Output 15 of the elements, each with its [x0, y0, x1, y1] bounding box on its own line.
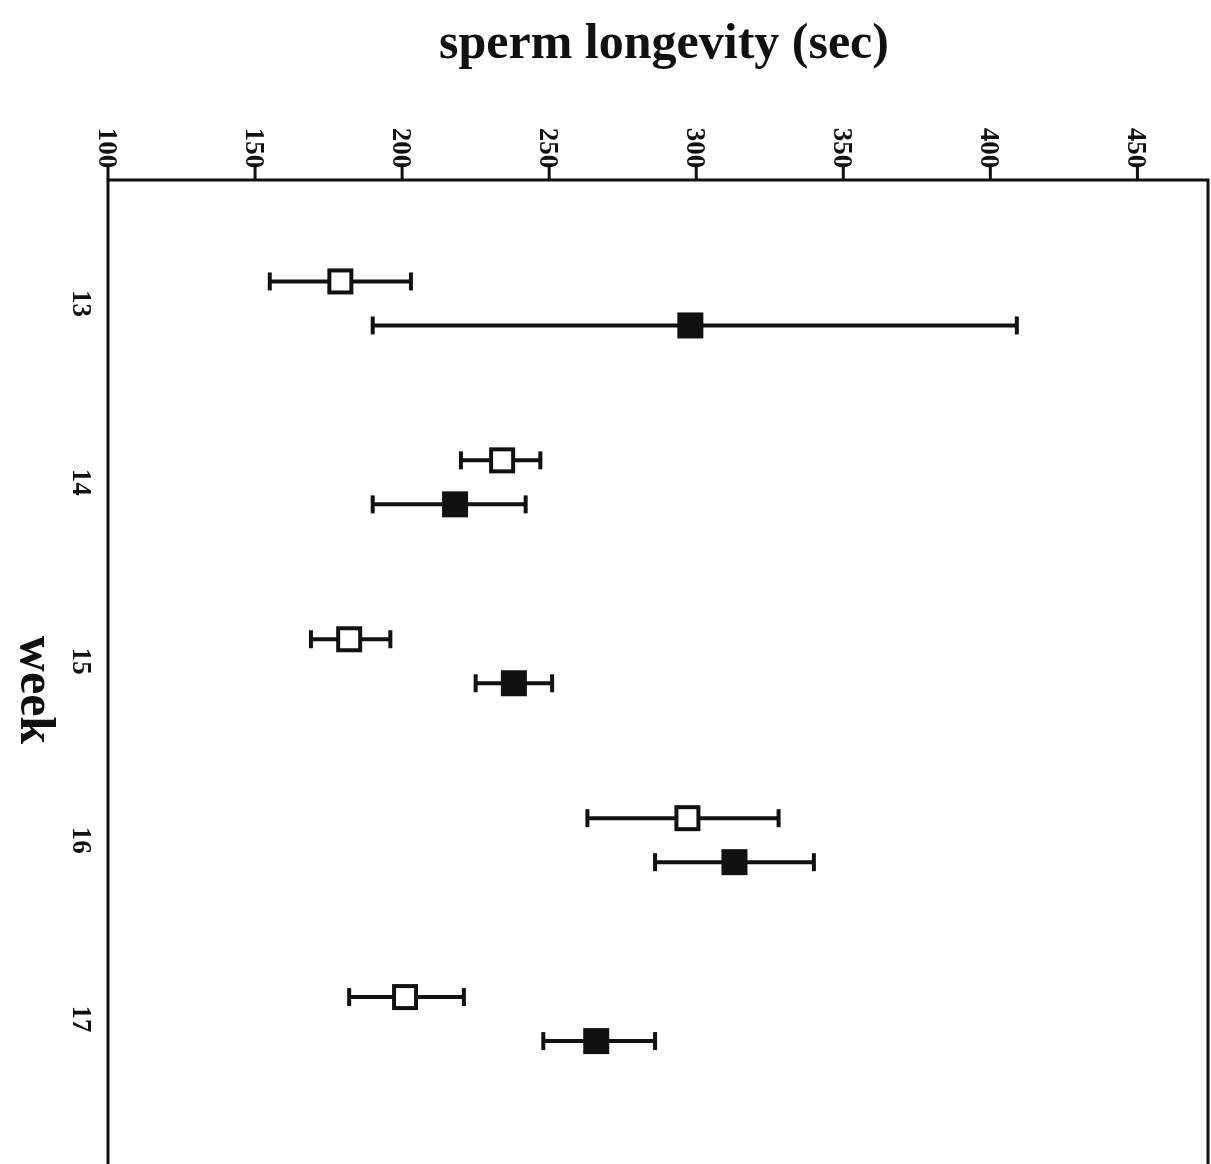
- y-tick-label: 16: [67, 826, 97, 854]
- y-tick-label: 14: [67, 468, 97, 496]
- y-tick-label: 15: [67, 647, 97, 675]
- x-tick-label: 150: [240, 127, 271, 169]
- y-tick-label: 17: [67, 1005, 97, 1033]
- x-tick-label: 250: [534, 127, 565, 169]
- y-axis-title: week: [10, 635, 66, 745]
- x-tick-label: 200: [387, 127, 418, 169]
- x-axis-title: sperm longevity (sec): [439, 13, 889, 69]
- x-tick-label: 450: [1122, 127, 1153, 169]
- y-tick-label: 13: [67, 289, 97, 317]
- x-tick-label: 100: [93, 127, 123, 169]
- x-tick-label: 300: [681, 127, 712, 169]
- x-tick-label: 400: [975, 127, 1006, 169]
- x-tick-label: 350: [828, 127, 859, 169]
